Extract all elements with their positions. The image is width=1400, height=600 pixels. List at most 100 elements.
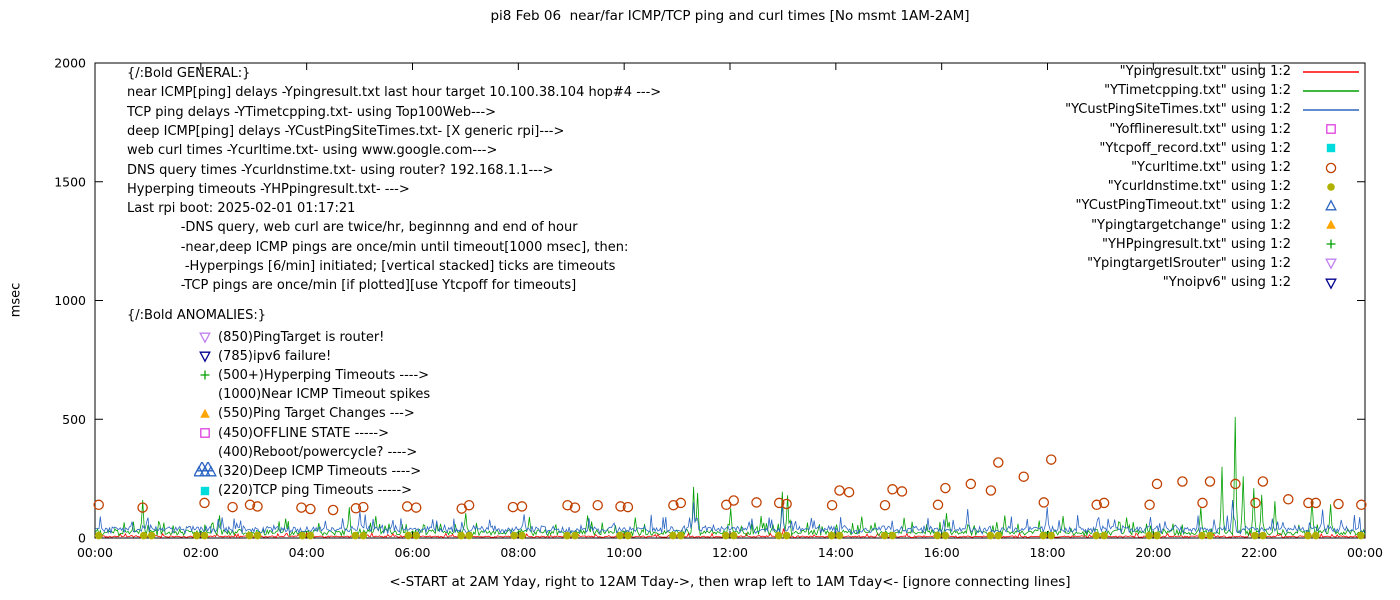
x-tick-label: 00:00: [77, 545, 113, 560]
y-tick-label: 1500: [54, 174, 86, 189]
anomaly-triangle-down-open-icon: [199, 332, 211, 344]
legend-label: "Yofflineresult.txt" using 1:2: [1109, 121, 1291, 137]
x-tick-label: 04:00: [289, 545, 325, 560]
x-tick-label: 22:00: [1241, 545, 1277, 560]
series-line-YTimetcpping: [94, 416, 1366, 538]
legend-marker-icon: [1327, 182, 1335, 191]
legend-item-YCustPingSiteTimes: "YCustPingSiteTimes.txt" using 1:2: [1065, 100, 1363, 119]
legend-label: "Ypingtargetchange" using 1:2: [1091, 217, 1291, 233]
legend-label: "Ycurldnstime.txt" using 1:2: [1107, 179, 1291, 195]
y-tick-label: 0: [78, 531, 86, 546]
anomaly-marker-spacer: [194, 443, 218, 461]
general-annotation-line: TCP ping delays -YTimetcpping.txt- using…: [127, 104, 497, 120]
x-tick-label: 02:00: [183, 545, 219, 560]
general-annotation-line: -TCP pings are once/min [if plotted][use…: [127, 278, 577, 294]
anomaly-triangle-up-filled-icon: [200, 408, 210, 418]
legend-label: "YHPpingresult.txt" using 1:2: [1102, 236, 1291, 252]
legend-item-YpingtargetISrouter: "YpingtargetISrouter" using 1:2: [1065, 254, 1363, 273]
legend-item-Ycurltime: "Ycurltime.txt" using 1:2: [1065, 158, 1363, 177]
x-tick-label: 00:00: [1347, 545, 1383, 560]
anomaly-square-filled-icon: [200, 486, 210, 495]
anomaly-label: (400)Reboot/powercycle? ---->: [218, 444, 418, 460]
legend-item-YTimetcpping: "YTimetcpping.txt" using 1:2: [1065, 81, 1363, 100]
anomaly-row: (550)Ping Target Changes --->: [194, 405, 415, 423]
general-annotation-line: -Hyperpings [6/min] initiated; [vertical…: [127, 259, 616, 274]
anomaly-label: (850)PingTarget is router!: [218, 329, 385, 345]
general-annotation-line: -near,deep ICMP pings are once/min until…: [127, 239, 629, 255]
x-tick-label: 08:00: [500, 545, 536, 560]
legend-item-Ypingresult: "Ypingresult.txt" using 1:2: [1065, 62, 1363, 81]
anomaly-row: (500+)Hyperping Timeouts ---->: [194, 366, 429, 384]
general-annotation-line: near ICMP[ping] delays -Ypingresult.txt …: [127, 85, 662, 101]
anomaly-label: (785)ipv6 failure!: [218, 348, 332, 364]
y-tick-label: 500: [62, 412, 86, 427]
x-tick-label: 10:00: [606, 545, 642, 560]
anomaly-square-open-icon: [200, 428, 210, 438]
legend-item-Ynoipv6: "Ynoipv6" using 1:2: [1065, 273, 1363, 292]
anomaly-row: (785)ipv6 failure!: [194, 347, 331, 365]
x-tick-label: 16:00: [924, 545, 960, 560]
legend-item-Yofflineresult: "Yofflineresult.txt" using 1:2: [1065, 120, 1363, 139]
general-annotation-line: -DNS query, web curl are twice/hr, begin…: [127, 220, 578, 236]
x-tick-label: 12:00: [712, 545, 748, 560]
legend-marker-icon: [1325, 278, 1337, 290]
anomaly-row: (450)OFFLINE STATE ----->: [194, 424, 389, 442]
y-tick-label: 2000: [54, 56, 86, 71]
legend-marker-icon: [1303, 70, 1359, 73]
legend-marker-icon: [1326, 144, 1336, 153]
legend-marker-icon: [1326, 239, 1336, 249]
legend-item-YHPpingresult: "YHPpingresult.txt" using 1:2: [1065, 235, 1363, 254]
anomaly-label: (450)OFFLINE STATE ----->: [218, 425, 389, 441]
series-line-YCustPingSiteTimes: [94, 499, 1366, 536]
x-axis-label: <-START at 2AM Yday, right to 12AM Tday-…: [389, 574, 1071, 590]
anomaly-label: (1000)Near ICMP Timeout spikes: [218, 387, 431, 403]
anomaly-row: (400)Reboot/powercycle? ---->: [194, 443, 417, 461]
chart-title: pi8 Feb 06 near/far ICMP/TCP ping and cu…: [490, 8, 970, 24]
x-tick-label: 06:00: [394, 545, 430, 560]
x-tick-label: 20:00: [1135, 545, 1171, 560]
legend-marker-icon: [1303, 109, 1359, 111]
anomaly-row: (850)PingTarget is router!: [194, 328, 384, 346]
legend-label: "Ytcpoff_record.txt" using 1:2: [1099, 140, 1291, 156]
x-tick-label: 14:00: [818, 545, 854, 560]
legend-label: "YpingtargetISrouter" using 1:2: [1087, 255, 1291, 271]
legend-item-Ycurldnstime: "Ycurldnstime.txt" using 1:2: [1065, 177, 1363, 196]
anomaly-plus-icon: [200, 370, 210, 380]
legend-marker-icon: [1303, 90, 1359, 92]
anomaly-label: (550)Ping Target Changes --->: [218, 406, 415, 422]
general-header: {/:Bold GENERAL:}: [127, 66, 251, 81]
anomaly-triangle-down-open-icon: [199, 351, 211, 363]
series-points-Ycurltime: [93, 454, 1367, 516]
legend-label: "YCustPingTimeout.txt" using 1:2: [1075, 198, 1291, 214]
legend-marker-icon: [1326, 124, 1336, 135]
legend-item-Ytcpoff_record: "Ytcpoff_record.txt" using 1:2: [1065, 139, 1363, 158]
legend-label: "YCustPingSiteTimes.txt" using 1:2: [1065, 102, 1291, 118]
legend-label: "Ypingresult.txt" using 1:2: [1119, 64, 1291, 80]
general-annotation-line: deep ICMP[ping] delays -YCustPingSiteTim…: [127, 123, 565, 139]
legend-label: "Ynoipv6" using 1:2: [1162, 275, 1291, 291]
legend-label: "Ycurltime.txt" using 1:2: [1131, 160, 1291, 176]
legend-label: "YTimetcpping.txt" using 1:2: [1104, 83, 1291, 99]
legend-item-YCustPingTimeout: "YCustPingTimeout.txt" using 1:2: [1065, 196, 1363, 215]
anomalies-header: {/:Bold ANOMALIES:}: [127, 308, 267, 323]
y-tick-label: 1000: [54, 293, 86, 308]
general-annotation-line: DNS query times -Ycurldnstime.txt- using…: [127, 162, 554, 178]
legend-marker-icon: [1325, 199, 1337, 211]
series-points-Ycurldnstime: [94, 531, 1365, 540]
anomaly-label: (220)TCP ping Timeouts ----->: [218, 483, 413, 499]
anomaly-label: (320)Deep ICMP Timeouts ---->: [218, 463, 422, 479]
legend-marker-icon: [1325, 162, 1337, 173]
legend-item-Ypingtargetchange: "Ypingtargetchange" using 1:2: [1065, 216, 1363, 235]
general-annotation-line: Hyperping timeouts -YHPpingresult.txt- -…: [127, 181, 410, 197]
legend-marker-icon: [1326, 219, 1336, 229]
anomaly-row: (1000)Near ICMP Timeout spikes: [194, 386, 430, 404]
anomaly-label: (500+)Hyperping Timeouts ---->: [218, 367, 430, 383]
x-tick-label: 18:00: [1029, 545, 1065, 560]
legend: "Ypingresult.txt" using 1:2 "YTimetcpping…: [1065, 62, 1363, 292]
general-annotation-line: web curl times -Ycurltime.txt- using www…: [127, 143, 498, 159]
anomaly-marker-spacer: [194, 386, 218, 404]
anomaly-triangle-stack-icon: [194, 462, 217, 477]
general-annotation-line: Last rpi boot: 2025-02-01 01:17:21: [127, 201, 356, 217]
